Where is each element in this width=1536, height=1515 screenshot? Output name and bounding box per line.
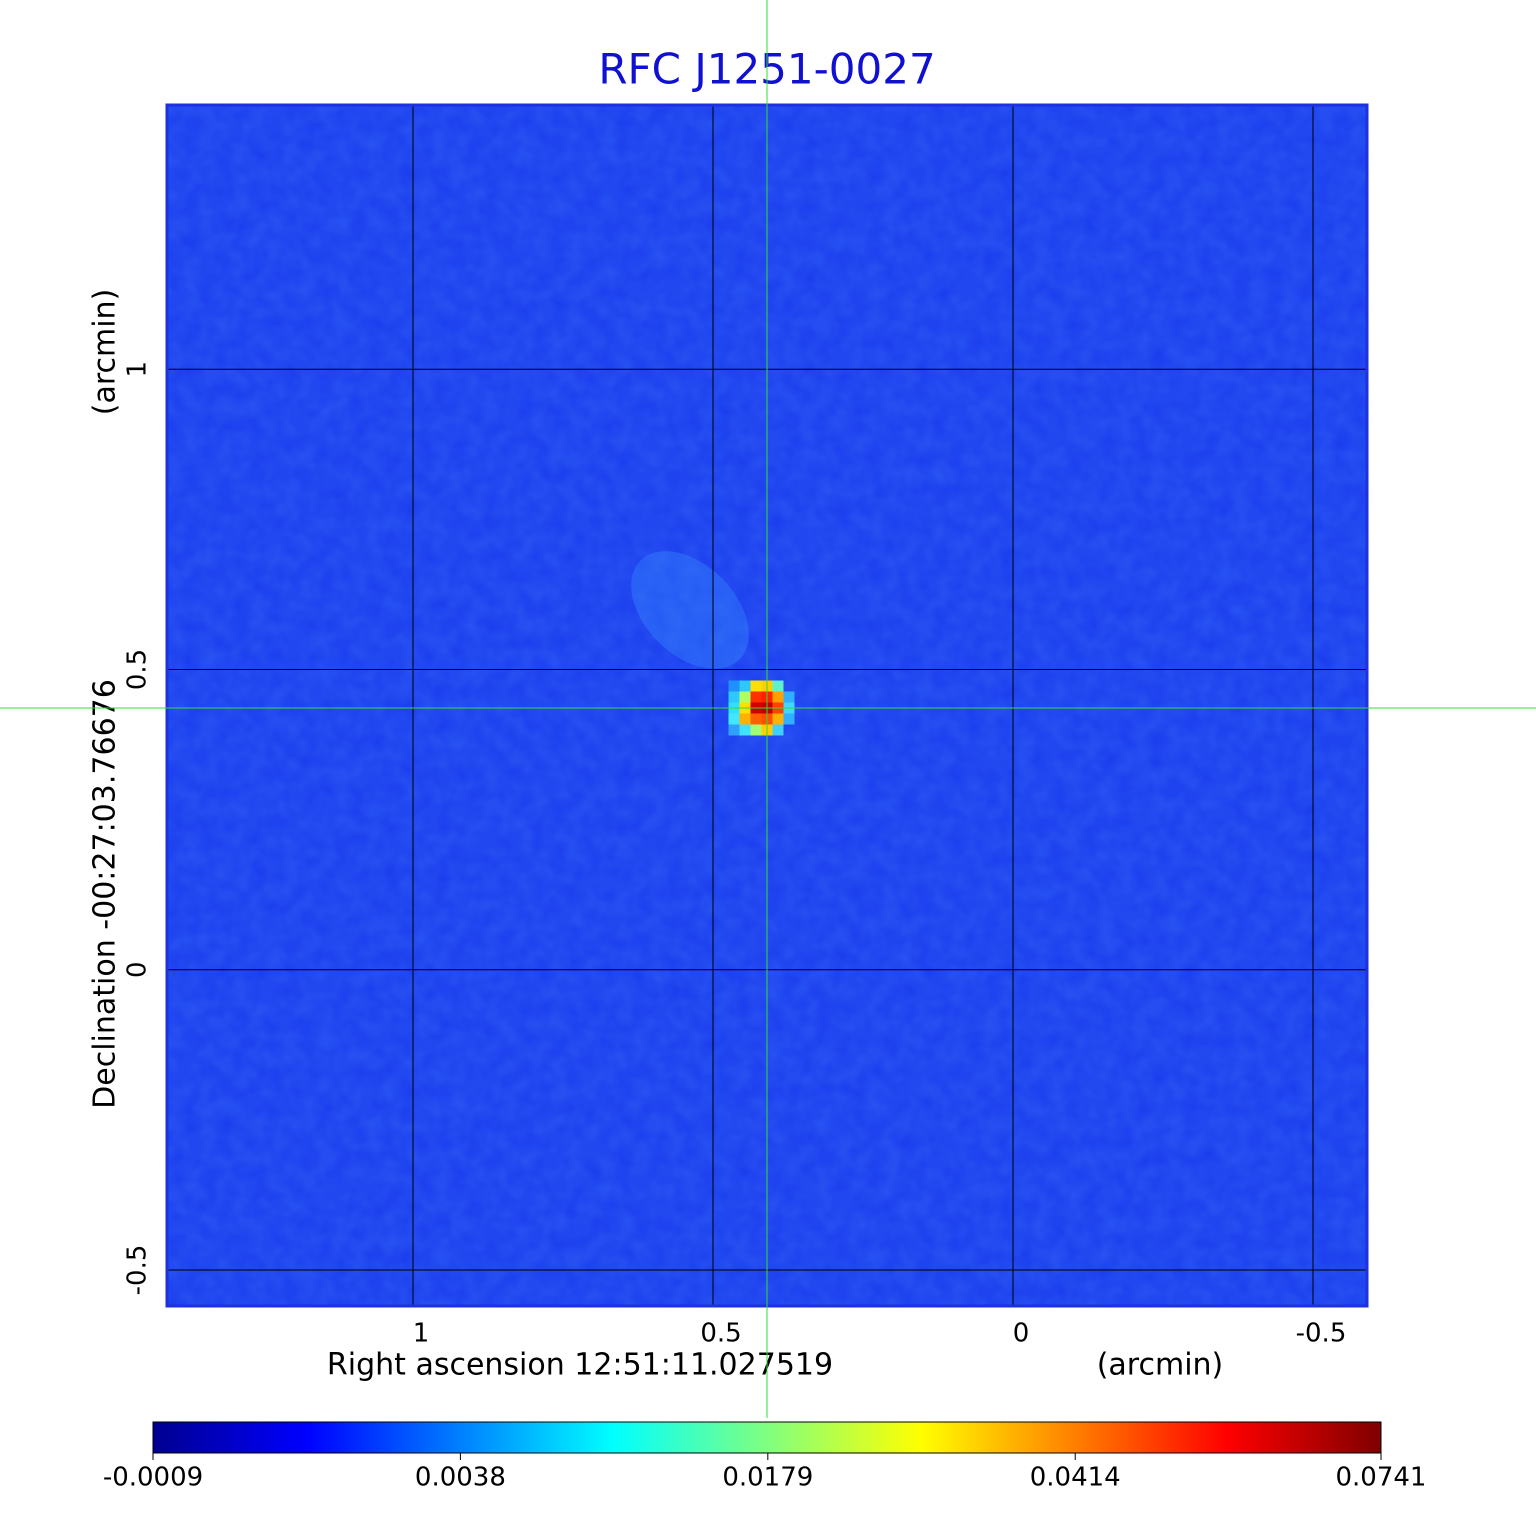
source-pixel xyxy=(728,691,740,703)
source-pixel xyxy=(750,680,762,692)
source-pixel xyxy=(750,724,762,736)
x-tick-label: 1 xyxy=(413,1319,430,1349)
source-pixel xyxy=(728,724,740,736)
source-pixel xyxy=(783,691,795,703)
colorbar xyxy=(152,1421,1382,1454)
source-pixel xyxy=(739,680,751,692)
source-pixel xyxy=(739,691,751,703)
x-axis-unit: (arcmin) xyxy=(1097,1348,1224,1383)
source-pixel xyxy=(739,724,751,736)
y-tick-label: 0.5 xyxy=(123,649,153,690)
source-pixel xyxy=(772,691,784,703)
source-pixel xyxy=(750,713,762,725)
colorbar-tick-label: 0.0179 xyxy=(722,1463,813,1493)
colorbar-tick-label: 0.0414 xyxy=(1030,1463,1121,1493)
source-pixel xyxy=(728,680,740,692)
source-pixel xyxy=(739,713,751,725)
y-axis-unit: (arcmin) xyxy=(88,289,123,416)
source-pixel xyxy=(772,680,784,692)
colorbar-tick-label: 0.0038 xyxy=(415,1463,506,1493)
y-tick-label: -0.5 xyxy=(123,1245,153,1296)
y-tick-label: 0 xyxy=(123,961,153,978)
source-pixel xyxy=(728,713,740,725)
x-tick-label: 0.5 xyxy=(700,1319,741,1349)
x-tick-label: -0.5 xyxy=(1296,1319,1347,1349)
source-pixel xyxy=(772,713,784,725)
diffuse-emission xyxy=(631,551,749,669)
x-tick-label: 0 xyxy=(1013,1319,1030,1349)
source-pixel xyxy=(750,691,762,703)
y-tick-label: 1 xyxy=(123,361,153,378)
source-pixel xyxy=(783,713,795,725)
x-axis-label: Right ascension 12:51:11.027519 xyxy=(327,1348,833,1383)
source-pixel xyxy=(772,724,784,736)
y-axis-label: Declination -00:27:03.76676 xyxy=(88,679,123,1109)
colorbar-tick-label: 0.0741 xyxy=(1336,1463,1427,1493)
colorbar-tick-label: -0.0009 xyxy=(103,1463,203,1493)
